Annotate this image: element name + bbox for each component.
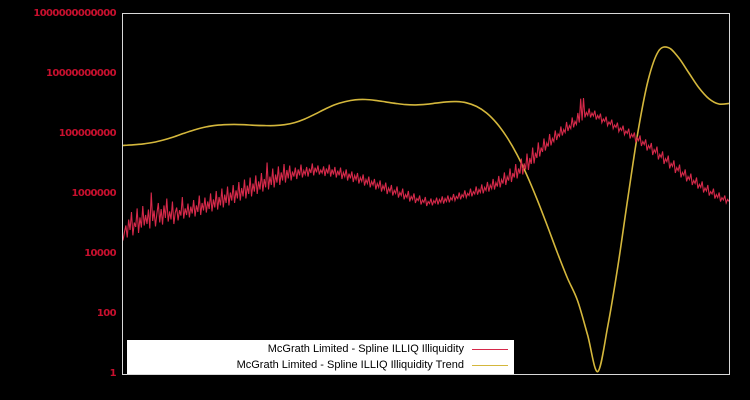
plot-frame: [122, 13, 730, 375]
y-axis-tick-labels: 1000000000000 10000000000 100000000 1000000…: [0, 0, 122, 400]
y-axis-tick-label: 100000000: [58, 128, 117, 139]
y-axis-tick-label: 1: [109, 368, 117, 379]
legend-swatch-illiquidity: [472, 348, 508, 350]
y-axis-tick-label: 1000000: [71, 188, 116, 199]
y-axis-tick-label: 100: [96, 308, 117, 319]
legend-label-trend: McGrath Limited - Spline ILLIQ Illiquidi…: [236, 359, 464, 371]
y-axis-tick-label: 10000000000: [46, 68, 117, 79]
legend-entry-illiquidity: McGrath Limited - Spline ILLIQ Illiquidi…: [127, 341, 514, 357]
plot-canvas: [123, 46, 729, 373]
y-axis-tick-label: 10000: [84, 248, 116, 259]
legend-label-illiquidity: McGrath Limited - Spline ILLIQ Illiquidi…: [267, 343, 464, 355]
chart-legend: McGrath Limited - Spline ILLIQ Illiquidi…: [127, 340, 514, 374]
legend-entry-trend: McGrath Limited - Spline ILLIQ Illiquidi…: [127, 357, 514, 373]
y-axis-tick-label: 1000000000000: [33, 8, 116, 19]
legend-swatch-trend: [472, 364, 508, 366]
series-line-illiquidity: [123, 97, 729, 241]
series-line-trend: [123, 46, 729, 373]
